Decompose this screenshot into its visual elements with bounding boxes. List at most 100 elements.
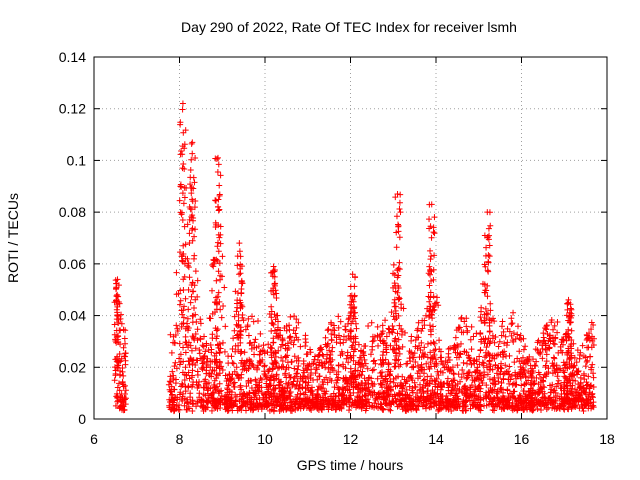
data-point — [320, 381, 327, 388]
data-point — [371, 381, 378, 388]
data-point — [567, 382, 574, 389]
data-point — [220, 302, 227, 309]
data-point — [416, 342, 423, 349]
data-point — [458, 374, 465, 381]
data-point — [217, 172, 224, 179]
data-point — [389, 323, 396, 330]
data-point — [498, 323, 505, 330]
data-point — [181, 402, 188, 409]
data-point — [216, 260, 223, 267]
data-point — [483, 395, 490, 402]
data-point — [469, 401, 476, 408]
data-point — [222, 323, 229, 330]
data-point — [532, 346, 539, 353]
data-point — [581, 400, 588, 407]
data-point — [418, 328, 425, 335]
data-point — [512, 403, 519, 410]
data-point — [430, 303, 437, 310]
data-point — [288, 359, 295, 366]
data-point — [238, 289, 245, 296]
data-point — [566, 373, 573, 380]
data-point — [273, 312, 280, 319]
data-point — [243, 383, 250, 390]
data-point — [256, 357, 263, 364]
data-point — [180, 344, 187, 351]
data-point — [520, 360, 527, 367]
data-points — [111, 100, 597, 415]
data-point — [479, 280, 486, 287]
data-point — [477, 385, 484, 392]
data-point — [251, 351, 258, 358]
data-point — [183, 339, 190, 346]
data-point — [589, 403, 596, 410]
data-point — [521, 381, 528, 388]
data-point — [587, 382, 594, 389]
data-point — [178, 147, 185, 154]
data-point — [430, 347, 437, 354]
data-point — [307, 349, 314, 356]
data-point — [179, 216, 186, 223]
data-point — [546, 345, 553, 352]
data-point — [188, 293, 195, 300]
data-point — [464, 360, 471, 367]
data-point — [472, 369, 479, 376]
data-point — [208, 370, 215, 377]
data-point — [302, 375, 309, 382]
data-point — [517, 332, 524, 339]
data-point — [531, 362, 538, 369]
data-point — [503, 342, 510, 349]
data-point — [547, 332, 554, 339]
data-point — [392, 335, 399, 342]
data-point — [394, 191, 401, 198]
data-point — [539, 355, 546, 362]
data-point — [236, 248, 243, 255]
data-point — [476, 370, 483, 377]
y-tick-label: 0.14 — [59, 49, 86, 65]
data-point — [420, 393, 427, 400]
data-point — [585, 344, 592, 351]
data-point — [451, 399, 458, 406]
data-point — [114, 276, 121, 283]
data-point — [386, 397, 393, 404]
x-axis-label: GPS time / hours — [297, 457, 404, 473]
data-point — [190, 356, 197, 363]
data-point — [322, 341, 329, 348]
data-point — [178, 257, 185, 264]
data-point — [473, 395, 480, 402]
data-point — [392, 194, 399, 201]
data-point — [582, 390, 589, 397]
data-point — [423, 380, 430, 387]
data-point — [236, 271, 243, 278]
data-point — [433, 400, 440, 407]
data-point — [528, 373, 535, 380]
data-point — [563, 400, 570, 407]
data-point — [393, 244, 400, 251]
data-point — [328, 330, 335, 337]
data-point — [485, 388, 492, 395]
data-point — [386, 372, 393, 379]
data-point — [531, 379, 538, 386]
data-point — [215, 268, 222, 275]
data-point — [460, 407, 467, 414]
data-point — [193, 403, 200, 410]
data-point — [484, 293, 491, 300]
data-point — [335, 313, 342, 320]
data-point — [348, 344, 355, 351]
data-point — [564, 376, 571, 383]
data-point — [590, 370, 597, 377]
data-point — [371, 357, 378, 364]
data-point — [339, 385, 346, 392]
data-point — [168, 406, 175, 413]
data-point — [191, 179, 198, 186]
data-point — [216, 388, 223, 395]
data-point — [540, 374, 547, 381]
data-point — [428, 234, 435, 241]
data-point — [297, 390, 304, 397]
data-point — [116, 372, 123, 379]
data-point — [399, 328, 406, 335]
data-point — [215, 203, 222, 210]
data-point — [265, 368, 272, 375]
data-point — [279, 358, 286, 365]
data-point — [510, 380, 517, 387]
data-point — [396, 234, 403, 241]
